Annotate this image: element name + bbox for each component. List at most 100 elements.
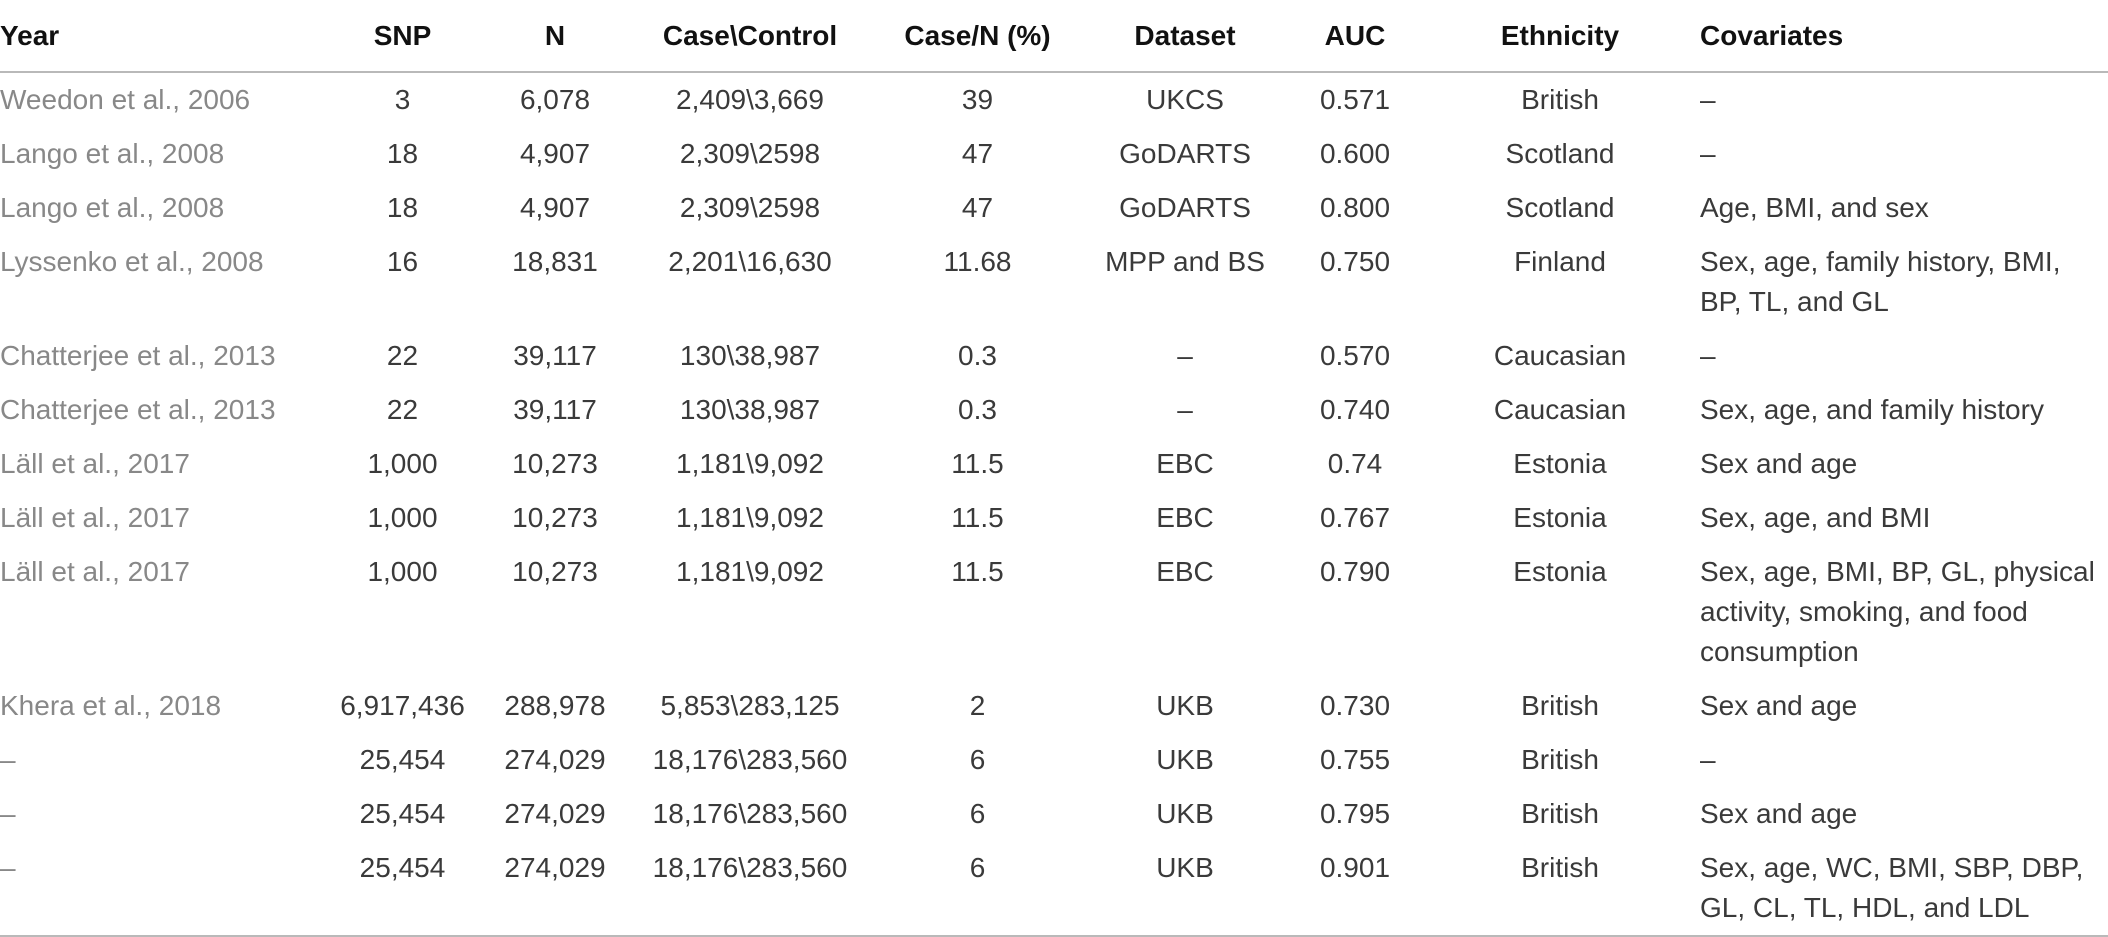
cell-ethnicity: Scotland	[1505, 192, 1615, 223]
cell-dataset: UKB	[1080, 841, 1290, 937]
table-row: Läll et al., 2017 1,000 10,273 1,181\9,092 1…	[0, 437, 2108, 491]
cell-ethnicity: British	[1521, 744, 1599, 775]
header-row: Year SNP N Case\Control Case/N (%) Dataset AUC…	[0, 0, 2108, 73]
cell-dataset: GoDARTS	[1119, 192, 1251, 223]
covariates-text: –	[1700, 138, 1716, 169]
table-row: Chatterjee et al., 2013 22 39,117 130\38,98…	[0, 329, 2108, 383]
cell-year: Khera et al., 2018	[0, 690, 222, 721]
header-snp: SNP	[320, 0, 485, 73]
cell-covariates: Sex, age, BMI, BP, GL, physical activity…	[1700, 545, 2108, 679]
cell-n: 6,078	[519, 84, 591, 115]
cell-auc: 0.570	[1319, 340, 1391, 371]
cell-ethnicity: Estonia	[1513, 502, 1607, 533]
cell-snp: 18	[386, 192, 419, 223]
covariates-text: Sex, age, WC, BMI, SBP, DBP, GL, CL, TL,…	[1700, 852, 2084, 923]
cell-case-pct: 6	[969, 744, 986, 775]
cell-year: Weedon et al., 2006	[0, 84, 251, 115]
cell-case-control: 5,853\283,125	[660, 690, 840, 721]
table-row: Lango et al., 2008 18 4,907 2,309\2598 47 GoD…	[0, 181, 2108, 235]
cell-covariates: Sex, age, and BMI	[1700, 491, 2108, 545]
cell-auc: 0.571	[1319, 84, 1391, 115]
table-row: –25,454 274,029 18,176\283,560 6 UKB 0.901 Bri…	[0, 841, 2108, 937]
cell-dataset: GoDARTS	[1119, 138, 1251, 169]
cell-dataset: UKCS	[1146, 84, 1224, 115]
cell-case-pct: 6	[969, 798, 986, 829]
cell-covariates: Sex, age, family history, BMI, BP, TL, a…	[1700, 235, 2108, 329]
cell-year: Läll et al., 2017	[0, 556, 190, 587]
cell-case-pct: 11.68	[943, 246, 1012, 277]
covariates-text: Age, BMI, and sex	[1700, 192, 1929, 223]
table-row: – 25,454 274,029 18,176\283,560 6 UKB 0.755 Bri…	[0, 733, 2108, 787]
cell-ethnicity: Estonia	[1513, 556, 1607, 587]
header-covariates: Covariates	[1700, 0, 2108, 73]
cell-covariates: –	[1700, 72, 2108, 127]
cell-year: Läll et al., 2017	[0, 502, 190, 533]
table-row: Läll et al., 2017 1,000 10,273 1,181\9,092 1…	[0, 545, 2108, 679]
covariates-text: Sex and age	[1700, 448, 1858, 479]
cell-case-control: 18,176\283,560	[652, 798, 848, 829]
cell-dataset: UKB	[1156, 690, 1214, 721]
cell-snp: 1,000	[367, 448, 438, 479]
header-dataset: Dataset	[1080, 0, 1290, 73]
cell-auc: 0.755	[1319, 744, 1391, 775]
cell-n: 288,978	[504, 690, 606, 721]
cell-ethnicity: British	[1521, 798, 1599, 829]
cell-case-pct: 39	[961, 84, 994, 115]
cell-case-control: 2,309\2598	[679, 192, 821, 223]
cell-year: Chatterjee et al., 2013	[0, 394, 276, 425]
cell-covariates: Sex, age, WC, BMI, SBP, DBP, GL, CL, TL,…	[1700, 841, 2108, 937]
cell-case-pct: 2	[969, 690, 986, 721]
header-n: N	[485, 0, 625, 73]
cell-n: 10,273	[512, 448, 598, 479]
covariates-text: Sex, age, BMI, BP, GL, physical activity…	[1700, 556, 2095, 667]
cell-case-pct: 0.3	[958, 340, 997, 371]
header-year: Year	[0, 0, 320, 73]
covariates-text: Sex, age, and family history	[1700, 394, 2044, 425]
cell-dataset: UKB	[1156, 744, 1214, 775]
cell-snp: 22	[386, 394, 419, 425]
cell-auc: 0.901	[1290, 841, 1420, 937]
cell-dataset: EBC	[1156, 448, 1214, 479]
table-row: Läll et al., 2017 1,000 10,273 1,181\9,092 1…	[0, 491, 2108, 545]
cell-dataset: EBC	[1156, 556, 1214, 587]
cell-year: –	[0, 841, 320, 937]
cell-n: 10,273	[512, 502, 598, 533]
cell-snp: 25,454	[359, 744, 446, 775]
table-row: – 25,454 274,029 18,176\283,560 6 UKB 0.795 Bri…	[0, 787, 2108, 841]
cell-dataset: –	[1177, 340, 1193, 371]
cell-year: –	[0, 744, 16, 775]
cell-year: Lango et al., 2008	[0, 138, 225, 169]
cell-dataset: –	[1177, 394, 1193, 425]
table-body: Weedon et al., 2006 3 6,078 2,409\3,669 39 UK…	[0, 72, 2108, 937]
cell-year: –	[0, 798, 16, 829]
covariates-text: –	[1700, 340, 1716, 371]
cell-ethnicity: Caucasian	[1493, 340, 1627, 371]
cell-case-control: 2,309\2598	[679, 138, 821, 169]
covariates-text: Sex, age, family history, BMI, BP, TL, a…	[1700, 246, 2061, 317]
table-row: Weedon et al., 2006 3 6,078 2,409\3,669 39 UK…	[0, 72, 2108, 127]
cell-case-control: 2,201\16,630	[668, 246, 832, 277]
cell-n: 39,117	[513, 340, 597, 371]
table-row: Lyssenko et al., 2008 16 18,831 2,201\16,63…	[0, 235, 2108, 329]
cell-snp: 25,454	[320, 841, 485, 937]
cell-covariates: Sex and age	[1700, 679, 2108, 733]
cell-snp: 16	[386, 246, 419, 277]
cell-auc: 0.795	[1319, 798, 1391, 829]
cell-n: 4,907	[519, 138, 591, 169]
cell-case-control: 130\38,987	[679, 340, 821, 371]
cell-ethnicity: British	[1521, 84, 1599, 115]
cell-snp: 18	[386, 138, 419, 169]
cell-dataset: EBC	[1156, 502, 1214, 533]
cell-case-pct: 0.3	[958, 394, 997, 425]
cell-ethnicity: British	[1521, 690, 1599, 721]
cell-case-control: 130\38,987	[679, 394, 821, 425]
cell-covariates: Sex, age, and family history	[1700, 383, 2108, 437]
cell-dataset: MPP and BS	[1105, 246, 1265, 277]
cell-case-control: 2,409\3,669	[676, 84, 824, 115]
cell-snp: 6,917,436	[340, 690, 465, 721]
cell-case-control: 18,176\283,560	[652, 744, 848, 775]
cell-auc: 0.800	[1319, 192, 1391, 223]
cell-dataset: UKB	[1156, 798, 1214, 829]
covariates-text: Sex, age, and BMI	[1700, 502, 1931, 533]
